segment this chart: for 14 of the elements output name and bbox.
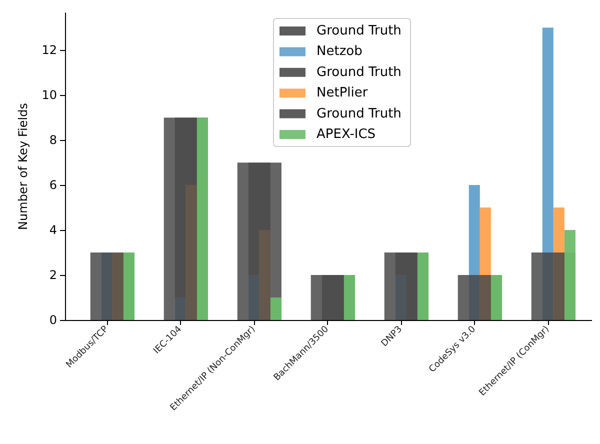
y-tick-label: 6: [49, 178, 57, 192]
y-tick-label: 4: [49, 223, 57, 238]
legend-label: Netzob: [316, 44, 362, 60]
legend-label: APEX-ICS: [316, 127, 376, 142]
y-tick-label: 0: [49, 313, 57, 327]
legend-label: Ground Truth: [316, 24, 402, 38]
legend-label: Ground Truth: [316, 106, 402, 122]
y-axis-title: Number of Key Fields: [16, 103, 30, 230]
y-tick-label: 12: [42, 43, 57, 58]
y-tick-label: 2: [49, 268, 57, 282]
y-tick-label: 10: [42, 88, 57, 102]
y-tick-label: 8: [49, 133, 57, 148]
legend-label: Ground Truth: [316, 64, 402, 80]
legend-label: NetPlier: [316, 86, 368, 101]
